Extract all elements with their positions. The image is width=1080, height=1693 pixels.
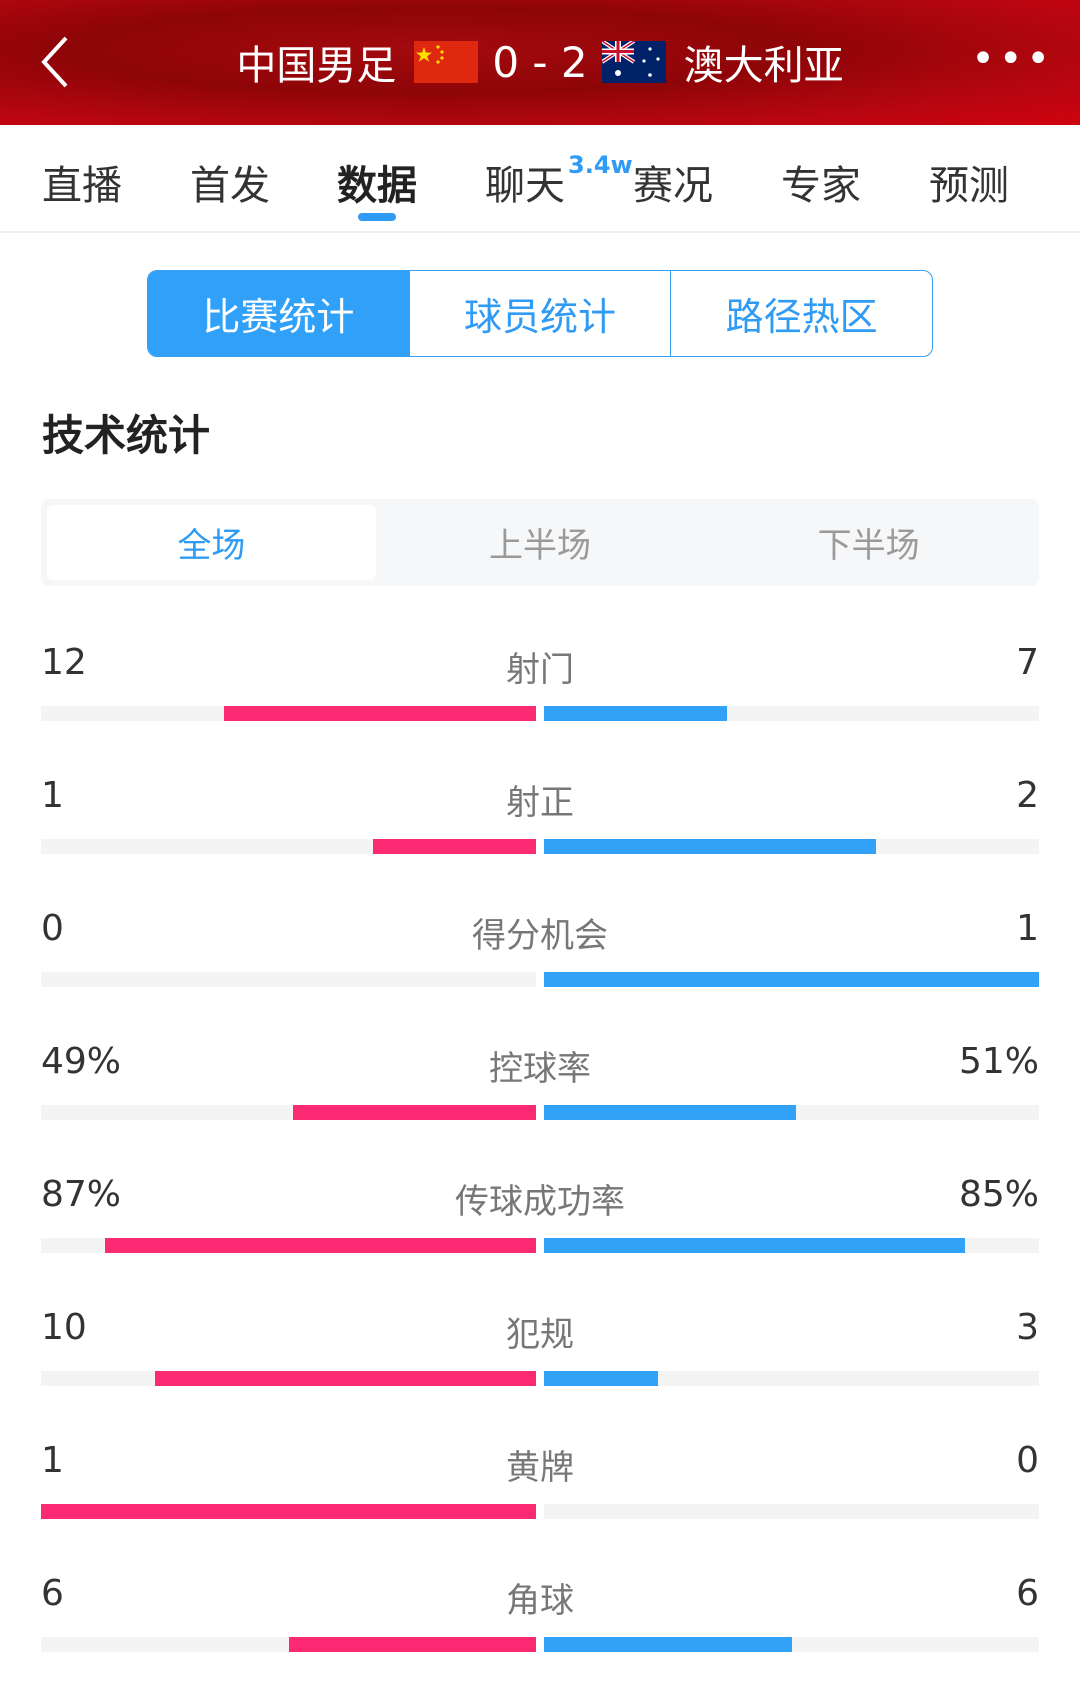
away-value: 85%: [958, 1174, 1039, 1215]
home-bar-track: [41, 706, 536, 721]
away-bar-fill: [544, 1371, 658, 1386]
home-value: 0: [41, 908, 64, 949]
stat-row: 1 黄牌 0: [0, 1440, 1080, 1560]
home-value: 87%: [41, 1174, 122, 1215]
away-value: 7: [1016, 642, 1039, 683]
away-bar-fill: [544, 1105, 797, 1120]
period-full-match[interactable]: 全场: [47, 505, 376, 580]
stat-label: 控球率: [489, 1049, 591, 1089]
away-value: 0: [1016, 1440, 1039, 1481]
tab-match-events[interactable]: 赛况: [633, 163, 713, 209]
home-value: 10: [41, 1307, 87, 1348]
main-tabs: 直播 首发 数据 聊天 3.4w 赛况 专家 预测: [0, 125, 1080, 233]
home-value: 49%: [41, 1041, 122, 1082]
china-flag-icon: [414, 41, 479, 83]
home-bar-track: [41, 1238, 536, 1253]
away-team-name: 澳大利亚: [683, 43, 844, 89]
chat-count-badge: 3.4w: [568, 151, 633, 179]
tab-prediction[interactable]: 预测: [929, 163, 1009, 209]
stat-row: 1 射正 2: [0, 775, 1080, 895]
score: 0 - 2: [492, 37, 588, 87]
away-bar-track: [544, 1504, 1039, 1519]
more-dots-icon[interactable]: •••: [971, 36, 1054, 82]
segment-match-stats[interactable]: 比赛统计: [148, 271, 409, 356]
away-value: 51%: [958, 1041, 1039, 1082]
home-team-name: 中国男足: [236, 43, 397, 89]
stat-label: 角球: [506, 1581, 574, 1621]
home-value: 12: [41, 642, 87, 683]
stat-row: 6 角球 6: [0, 1573, 1080, 1693]
away-bar-track: [544, 839, 1039, 854]
chevron-left-icon[interactable]: [36, 32, 76, 92]
away-value: 6: [1016, 1573, 1039, 1614]
away-bar-track: [544, 972, 1039, 987]
match-title: 中国男足 0 - 2 澳大利亚: [0, 30, 1080, 94]
away-bar-fill: [544, 972, 1039, 987]
home-bar-track: [41, 839, 536, 854]
stat-row: 49% 控球率 51%: [0, 1041, 1080, 1161]
home-value: 6: [41, 1573, 64, 1614]
home-bar-track: [41, 1504, 536, 1519]
away-value: 3: [1016, 1307, 1039, 1348]
segment-heatmap[interactable]: 路径热区: [670, 271, 932, 356]
home-value: 1: [41, 1440, 64, 1481]
stat-label: 犯规: [506, 1315, 574, 1355]
period-selector: 全场 上半场 下半场: [41, 499, 1039, 586]
home-bar-fill: [154, 1371, 536, 1386]
stat-row: 87% 传球成功率 85%: [0, 1174, 1080, 1294]
away-bar-track: [544, 1371, 1039, 1386]
stat-label: 得分机会: [472, 916, 608, 956]
tab-chat[interactable]: 聊天: [485, 163, 565, 209]
section-title: 技术统计: [42, 411, 211, 460]
stat-row: 12 射门 7: [0, 642, 1080, 762]
away-bar-track: [544, 1105, 1039, 1120]
tab-live[interactable]: 直播: [42, 163, 122, 209]
away-bar-fill: [544, 839, 876, 854]
home-bar-fill: [224, 706, 536, 721]
away-value: 2: [1016, 775, 1039, 816]
away-bar-fill: [544, 1238, 965, 1253]
active-tab-indicator: [358, 213, 396, 221]
segment-player-stats[interactable]: 球员统计: [408, 271, 671, 356]
home-bar-fill: [293, 1105, 536, 1120]
away-bar-fill: [544, 1637, 792, 1652]
period-second-half[interactable]: 下半场: [817, 526, 920, 566]
home-bar-track: [41, 1105, 536, 1120]
stat-label: 射正: [506, 783, 574, 823]
home-bar-fill: [372, 839, 536, 854]
home-bar-track: [41, 1637, 536, 1652]
stat-label: 传球成功率: [455, 1182, 625, 1222]
away-bar-track: [544, 706, 1039, 721]
stat-label: 黄牌: [506, 1448, 574, 1488]
stat-label: 射门: [506, 650, 574, 690]
home-bar-fill: [41, 1504, 536, 1519]
away-bar-track: [544, 1238, 1039, 1253]
home-bar-fill: [105, 1238, 536, 1253]
tab-lineup[interactable]: 首发: [190, 163, 270, 209]
away-value: 1: [1016, 908, 1039, 949]
home-bar-track: [41, 1371, 536, 1386]
away-bar-track: [544, 1637, 1039, 1652]
australia-flag-icon: [600, 39, 666, 83]
period-first-half[interactable]: 上半场: [489, 526, 591, 566]
match-header: 中国男足 0 - 2 澳大利亚 •••: [0, 0, 1080, 125]
home-value: 1: [41, 775, 64, 816]
stat-row: 0 得分机会 1: [0, 908, 1080, 1028]
stats-type-segmented-control: 比赛统计 球员统计 路径热区: [147, 270, 933, 357]
tab-experts[interactable]: 专家: [781, 163, 861, 209]
home-bar-track: [41, 972, 536, 987]
stat-row: 10 犯规 3: [0, 1307, 1080, 1427]
tab-data[interactable]: 数据: [337, 163, 417, 209]
home-bar-fill: [288, 1637, 536, 1652]
away-bar-fill: [544, 706, 728, 721]
